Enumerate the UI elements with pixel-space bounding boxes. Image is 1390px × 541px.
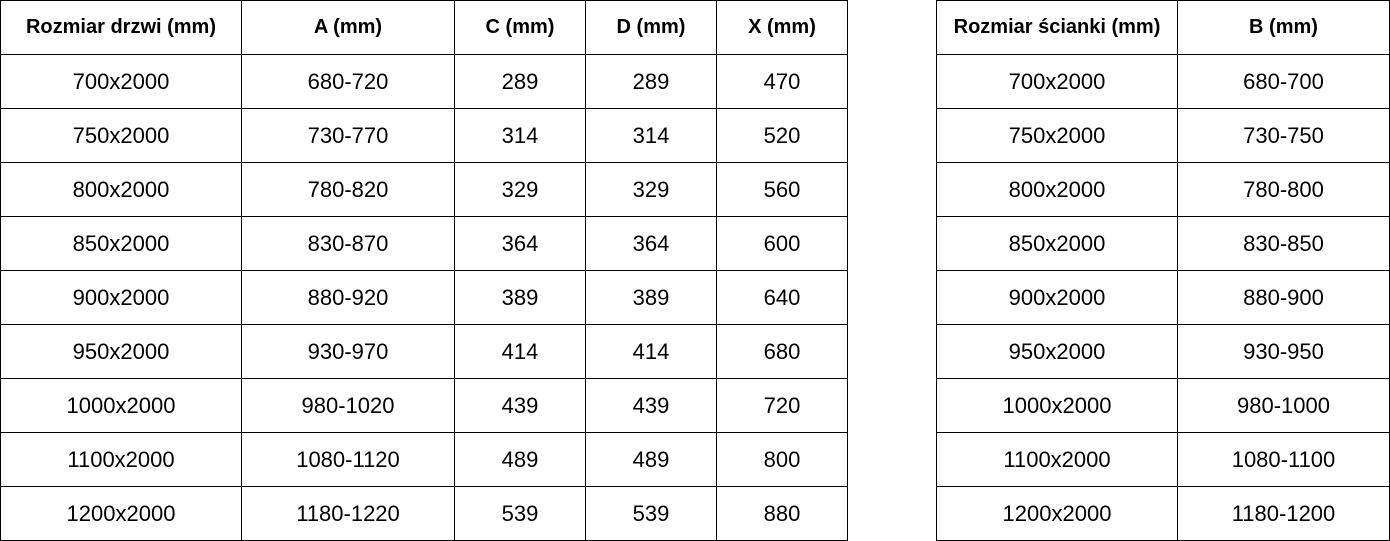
table-cell: 314 xyxy=(454,108,586,163)
table-cell: 289 xyxy=(454,54,586,109)
table-cell: 414 xyxy=(454,324,586,379)
table-cell: 800x2000 xyxy=(936,162,1178,217)
column-header: X (mm) xyxy=(716,0,848,55)
table-cell: 1180-1220 xyxy=(241,486,455,541)
table-cell: 980-1000 xyxy=(1177,378,1390,433)
wall-size-table: Rozmiar ścianki (mm) B (mm) 700x2000 680-7… xyxy=(936,0,1390,541)
table-row: 1000x2000 980-1020 439 439 720 xyxy=(0,378,848,433)
table-cell: 730-770 xyxy=(241,108,455,163)
table-cell: 950x2000 xyxy=(936,324,1178,379)
table-cell: 700x2000 xyxy=(936,54,1178,109)
table-cell: 289 xyxy=(585,54,717,109)
table-row: 700x2000 680-720 289 289 470 xyxy=(0,54,848,109)
table-row: 850x2000 830-850 xyxy=(936,216,1390,271)
table-cell: 539 xyxy=(454,486,586,541)
table-cell: 680-700 xyxy=(1177,54,1390,109)
column-header: Rozmiar drzwi (mm) xyxy=(0,0,242,55)
table-cell: 489 xyxy=(454,432,586,487)
table-row: 1200x2000 1180-1200 xyxy=(936,486,1390,541)
column-header: Rozmiar ścianki (mm) xyxy=(936,0,1178,55)
table-cell: 880 xyxy=(716,486,848,541)
table-cell: 1200x2000 xyxy=(0,486,242,541)
table-cell: 364 xyxy=(585,216,717,271)
table-cell: 489 xyxy=(585,432,717,487)
table-cell: 414 xyxy=(585,324,717,379)
table-cell: 389 xyxy=(585,270,717,325)
table-cell: 470 xyxy=(716,54,848,109)
table-cell: 780-820 xyxy=(241,162,455,217)
header-row: Rozmiar ścianki (mm) B (mm) xyxy=(936,0,1390,55)
door-size-table: Rozmiar drzwi (mm) A (mm) C (mm) D (mm) X (m… xyxy=(0,0,848,541)
table-cell: 750x2000 xyxy=(0,108,242,163)
table-cell: 750x2000 xyxy=(936,108,1178,163)
table-cell: 850x2000 xyxy=(0,216,242,271)
table-cell: 680 xyxy=(716,324,848,379)
table-cell: 389 xyxy=(454,270,586,325)
table-cell: 930-950 xyxy=(1177,324,1390,379)
table-cell: 1100x2000 xyxy=(0,432,242,487)
table-cell: 329 xyxy=(585,162,717,217)
table-cell: 1000x2000 xyxy=(936,378,1178,433)
table-cell: 980-1020 xyxy=(241,378,455,433)
table-cell: 640 xyxy=(716,270,848,325)
table-row: 1200x2000 1180-1220 539 539 880 xyxy=(0,486,848,541)
table-cell: 539 xyxy=(585,486,717,541)
table-cell: 1080-1120 xyxy=(241,432,455,487)
table-cell: 1000x2000 xyxy=(0,378,242,433)
table-cell: 600 xyxy=(716,216,848,271)
table-row: 900x2000 880-920 389 389 640 xyxy=(0,270,848,325)
table-cell: 930-970 xyxy=(241,324,455,379)
table-row: 950x2000 930-950 xyxy=(936,324,1390,379)
table-row: 1000x2000 980-1000 xyxy=(936,378,1390,433)
table-cell: 364 xyxy=(454,216,586,271)
table-cell: 880-920 xyxy=(241,270,455,325)
table-cell: 880-900 xyxy=(1177,270,1390,325)
table-row: 1100x2000 1080-1100 xyxy=(936,432,1390,487)
table-cell: 520 xyxy=(716,108,848,163)
table-cell: 900x2000 xyxy=(936,270,1178,325)
table-cell: 830-870 xyxy=(241,216,455,271)
table-cell: 560 xyxy=(716,162,848,217)
table-row: 800x2000 780-820 329 329 560 xyxy=(0,162,848,217)
table-cell: 1200x2000 xyxy=(936,486,1178,541)
table-cell: 830-850 xyxy=(1177,216,1390,271)
table-cell: 314 xyxy=(585,108,717,163)
table-row: 1100x2000 1080-1120 489 489 800 xyxy=(0,432,848,487)
table-cell: 900x2000 xyxy=(0,270,242,325)
table-cell: 680-720 xyxy=(241,54,455,109)
table-cell: 800 xyxy=(716,432,848,487)
table-row: 950x2000 930-970 414 414 680 xyxy=(0,324,848,379)
table-row: 700x2000 680-700 xyxy=(936,54,1390,109)
table-row: 750x2000 730-750 xyxy=(936,108,1390,163)
header-row: Rozmiar drzwi (mm) A (mm) C (mm) D (mm) X (m… xyxy=(0,0,848,55)
table-row: 850x2000 830-870 364 364 600 xyxy=(0,216,848,271)
table-cell: 439 xyxy=(454,378,586,433)
column-header: D (mm) xyxy=(585,0,717,55)
table-cell: 700x2000 xyxy=(0,54,242,109)
table-row: 900x2000 880-900 xyxy=(936,270,1390,325)
table-cell: 720 xyxy=(716,378,848,433)
table-cell: 1080-1100 xyxy=(1177,432,1390,487)
table-row: 750x2000 730-770 314 314 520 xyxy=(0,108,848,163)
table-cell: 780-800 xyxy=(1177,162,1390,217)
table-cell: 1100x2000 xyxy=(936,432,1178,487)
table-cell: 329 xyxy=(454,162,586,217)
column-header: A (mm) xyxy=(241,0,455,55)
table-cell: 1180-1200 xyxy=(1177,486,1390,541)
column-header: B (mm) xyxy=(1177,0,1390,55)
table-cell: 800x2000 xyxy=(0,162,242,217)
table-cell: 850x2000 xyxy=(936,216,1178,271)
table-row: 800x2000 780-800 xyxy=(936,162,1390,217)
table-cell: 439 xyxy=(585,378,717,433)
table-cell: 730-750 xyxy=(1177,108,1390,163)
table-cell: 950x2000 xyxy=(0,324,242,379)
column-header: C (mm) xyxy=(454,0,586,55)
